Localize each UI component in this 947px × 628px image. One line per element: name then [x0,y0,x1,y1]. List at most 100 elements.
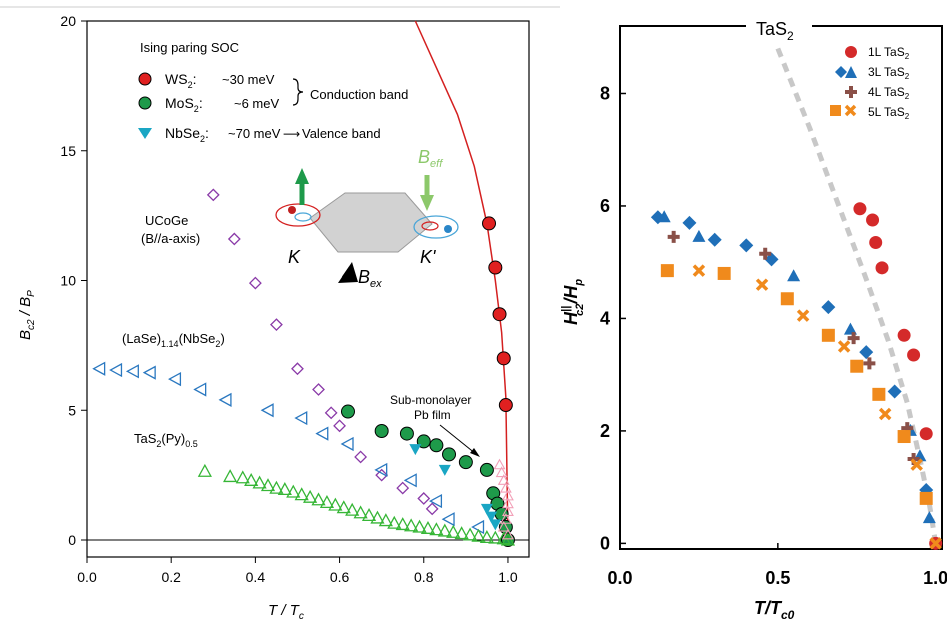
tas2-py--point [197,463,212,477]
left-y-tick-label: 0 [68,532,76,548]
tas2-py--point [471,528,486,542]
tas2-py--point [269,480,284,494]
legend-1l-label: 1L TaS [868,45,905,59]
ucoge-sublabel: (B//a-axis) [141,231,200,246]
1l-tas2-point [875,261,889,275]
left-ylabel-sub2: P [26,290,37,297]
5l-tas2-x--point [755,278,769,291]
legend-1l: 1L TaS2 [845,45,910,61]
5l-tas2-x--point [910,458,923,471]
nbse2-point [489,519,502,531]
5l-tas2-square--point [780,292,794,306]
tas2-py--point [361,507,377,521]
left-x-tick-label: 0.8 [414,569,434,585]
legend-5l-text: 5L TaS2 [868,105,910,121]
5l-tas2-square--point [821,328,835,342]
lase-point [374,462,388,478]
tas2-py--point [395,517,410,531]
right-title: TaS2 [756,19,794,43]
mos2-point [374,424,389,439]
inset-bex-sub: ex [370,278,382,290]
left-axis-ticks: 0.0 0.2 0.4 0.6 0.8 1.0 0 5 10 15 20 [60,13,517,585]
k-ring-red [275,203,321,227]
legend-5l-x [844,104,857,117]
left-y-axis-label: Bc2 / BP [17,290,37,340]
inset-beff-main: B [418,147,430,167]
mos2-point [340,404,355,419]
ucoge-point [396,481,410,495]
nbse2-legend-sub: 2 [200,134,205,144]
5l-tas2-square--point [919,491,933,505]
bex-arrow-stem [341,266,354,280]
left-xlabel-sub: c [299,611,304,622]
lase-point [403,473,417,488]
tas2py-pre: TaS [134,431,157,446]
legend-1l-text: 1L TaS2 [868,45,910,61]
right-x-axis-label: T/Tc0 [754,598,795,622]
pb-film-point [499,513,512,524]
pb-film-point [502,528,514,540]
legend-1l-sub: 2 [905,52,910,61]
tas2-py--point [235,470,250,484]
pb-film-label-1: Sub-monolayer [390,393,471,407]
mos2-legend-sub: 2 [194,104,199,114]
pb-film-pointer-head [470,448,480,457]
5l-tas2-x--point [796,309,810,322]
kprime-ring-blue [413,215,459,239]
lase-point [340,436,354,452]
lase-point [193,382,207,397]
5l-tas2-square--point [660,264,674,278]
ws2-point [488,260,503,275]
right-data-marks [650,202,943,550]
5l-tas2-square--point [717,266,731,280]
right-y-tick-label: 6 [600,196,610,216]
mos2-legend-label: MoS2: [165,95,203,114]
lase-point [142,365,156,380]
3l-tas2-diamond--point [887,384,902,399]
3l-tas2-diamond--point [821,300,836,315]
right-y-tick-label: 4 [600,308,610,328]
legend-5l: 5L TaS2 [830,104,910,121]
right-ylabel-sub2: p [573,279,585,287]
ws2-legend-pre: WS [165,71,188,87]
4l-tas2-point [759,247,772,260]
right-xlabel-sub: c0 [781,608,795,622]
3l-tas2-diamond--point [707,232,722,247]
inset-brillouin-zone: K K' Beff Bex [275,147,459,290]
lase-post: (NbSe [179,331,216,346]
right-xlabel-main: T/T [754,598,783,618]
1l-tas2-point [897,328,911,342]
tas2-py--point [420,520,436,534]
right-legend: 1L TaS2 3L TaS2 4L TaS2 5L TaS2 [830,45,910,121]
tas2-py--point [353,505,368,519]
3l-tas2-diamond--point [764,252,779,267]
lase-sub: 1.14 [161,339,179,349]
left-x-tick-label: 0.0 [77,569,97,585]
ucoge-point [206,188,220,202]
1l-tas2-point [866,213,880,227]
pb-film-point [493,458,506,470]
lase-point [125,364,139,379]
right-title-pre: TaS [756,19,787,39]
nbse2-point [480,503,493,515]
mos2-legend-post: : [199,95,203,111]
ucoge-point [333,419,346,433]
legend-3l-text: 3L TaS2 [868,65,910,81]
beff-arrow-icon [420,195,434,211]
tas2-py--point [429,522,444,536]
lase-point [294,410,308,426]
4l-tas2-point [847,332,860,345]
mos2-point [399,426,414,441]
right-y-axis-label: H|| c2/Hp [560,279,586,325]
left-data-marks [92,188,516,547]
mos2-legend-marker [138,96,152,110]
1l-tas2-point [853,202,867,216]
ucoge-label: UCoGe [145,213,188,228]
tas2-py--point [378,513,393,527]
tas2-py--point [303,489,318,503]
k-ring-blue [294,212,312,222]
right-x-tick-label: 0.5 [765,568,790,588]
4l-tas2-point [667,230,680,243]
legend-5l-label: 5L TaS [868,105,905,119]
left-legend-mos2: MoS2: ~6 meV [138,95,279,114]
